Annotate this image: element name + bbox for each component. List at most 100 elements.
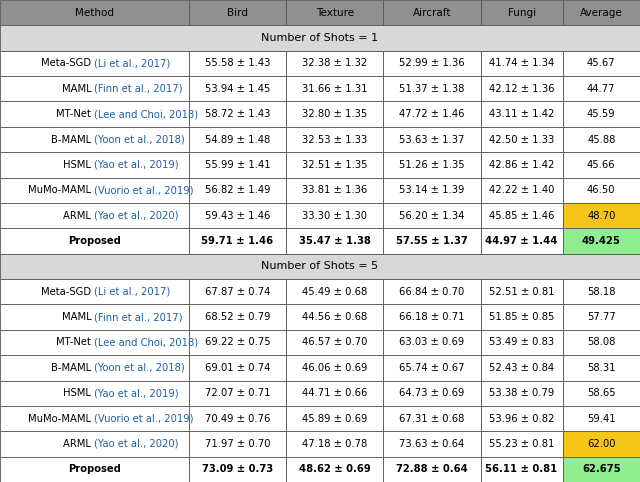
Bar [563,127,640,152]
Text: Meta-SGD: Meta-SGD [41,287,95,297]
Text: Meta-SGD: Meta-SGD [41,58,95,68]
Bar [0,330,189,355]
Text: 33.81 ± 1.36: 33.81 ± 1.36 [302,185,367,195]
Text: HSML: HSML [63,388,95,398]
Bar [481,0,563,26]
Bar [563,102,640,127]
Text: (Yao et al., 2020): (Yao et al., 2020) [95,439,179,449]
Bar [481,380,563,406]
Text: 44.71 ± 0.66: 44.71 ± 0.66 [302,388,367,398]
Text: 51.85 ± 0.85: 51.85 ± 0.85 [489,312,554,322]
Text: (Li et al., 2017): (Li et al., 2017) [95,287,171,297]
Bar [383,431,481,456]
Text: 45.49 ± 0.68: 45.49 ± 0.68 [302,287,367,297]
Text: Average: Average [580,8,623,18]
Text: 73.63 ± 0.64: 73.63 ± 0.64 [399,439,465,449]
Text: 58.72 ± 1.43: 58.72 ± 1.43 [205,109,270,119]
Text: 56.11 ± 0.81: 56.11 ± 0.81 [486,464,557,474]
Text: 46.57 ± 0.70: 46.57 ± 0.70 [302,337,367,348]
Text: 35.47 ± 1.38: 35.47 ± 1.38 [299,236,371,246]
Bar [481,456,563,482]
Text: 69.22 ± 0.75: 69.22 ± 0.75 [205,337,270,348]
Text: 51.37 ± 1.38: 51.37 ± 1.38 [399,84,465,94]
Bar [0,456,189,482]
Bar [0,51,189,76]
Text: MuMo-MAML: MuMo-MAML [28,414,95,424]
Bar [481,203,563,228]
Bar [286,177,383,203]
Text: 41.74 ± 1.34: 41.74 ± 1.34 [489,58,554,68]
Bar [481,279,563,305]
Bar [383,330,481,355]
Bar [286,279,383,305]
Text: Number of Shots = 5: Number of Shots = 5 [261,261,379,271]
Bar [563,380,640,406]
Text: 73.09 ± 0.73: 73.09 ± 0.73 [202,464,273,474]
Text: 46.06 ± 0.69: 46.06 ± 0.69 [302,363,367,373]
Bar [383,51,481,76]
Bar [286,203,383,228]
Text: 64.73 ± 0.69: 64.73 ± 0.69 [399,388,465,398]
Text: (Finn et al., 2017): (Finn et al., 2017) [95,312,183,322]
Bar [481,102,563,127]
Text: 32.53 ± 1.33: 32.53 ± 1.33 [302,134,367,145]
Bar [189,380,286,406]
Text: 67.31 ± 0.68: 67.31 ± 0.68 [399,414,465,424]
Bar [383,456,481,482]
Text: 58.18: 58.18 [587,287,616,297]
Bar [563,431,640,456]
Bar [481,330,563,355]
Text: B-MAML: B-MAML [51,134,95,145]
Bar [563,456,640,482]
Text: 59.41: 59.41 [587,414,616,424]
Text: 45.85 ± 1.46: 45.85 ± 1.46 [489,211,554,221]
Bar [383,0,481,26]
Text: (Yao et al., 2020): (Yao et al., 2020) [95,211,179,221]
Text: Fungi: Fungi [508,8,536,18]
Text: 42.22 ± 1.40: 42.22 ± 1.40 [489,185,554,195]
Text: 45.59: 45.59 [587,109,616,119]
Text: 32.51 ± 1.35: 32.51 ± 1.35 [302,160,367,170]
Text: MAML: MAML [61,84,95,94]
Text: 53.94 ± 1.45: 53.94 ± 1.45 [205,84,270,94]
Text: 33.30 ± 1.30: 33.30 ± 1.30 [302,211,367,221]
Bar [189,431,286,456]
Text: 70.49 ± 0.76: 70.49 ± 0.76 [205,414,270,424]
Bar [383,228,481,254]
Bar [286,380,383,406]
Bar [481,127,563,152]
Text: Texture: Texture [316,8,354,18]
Text: (Yoon et al., 2018): (Yoon et al., 2018) [95,363,185,373]
Text: Proposed: Proposed [68,236,121,246]
Text: MT-Net: MT-Net [56,109,95,119]
Bar [481,177,563,203]
Text: 43.11 ± 1.42: 43.11 ± 1.42 [489,109,554,119]
Text: 32.38 ± 1.32: 32.38 ± 1.32 [302,58,367,68]
Bar [383,380,481,406]
Text: (Yoon et al., 2018): (Yoon et al., 2018) [95,134,185,145]
Text: 62.675: 62.675 [582,464,621,474]
Text: Proposed: Proposed [68,464,121,474]
Bar [286,330,383,355]
Text: 58.08: 58.08 [587,337,616,348]
Bar [189,279,286,305]
Bar [189,76,286,102]
Bar [189,152,286,177]
Text: 45.88: 45.88 [587,134,616,145]
Bar [0,254,640,279]
Text: 59.71 ± 1.46: 59.71 ± 1.46 [202,236,273,246]
Bar [189,305,286,330]
Text: Aircraft: Aircraft [413,8,451,18]
Bar [286,406,383,431]
Bar [286,51,383,76]
Bar [563,152,640,177]
Bar [0,305,189,330]
Bar [0,203,189,228]
Text: 42.86 ± 1.42: 42.86 ± 1.42 [489,160,554,170]
Text: (Vuorio et al., 2019): (Vuorio et al., 2019) [95,185,194,195]
Text: 65.74 ± 0.67: 65.74 ± 0.67 [399,363,465,373]
Text: 47.18 ± 0.78: 47.18 ± 0.78 [302,439,367,449]
Bar [383,177,481,203]
Text: MAML: MAML [61,312,95,322]
Text: 53.63 ± 1.37: 53.63 ± 1.37 [399,134,465,145]
